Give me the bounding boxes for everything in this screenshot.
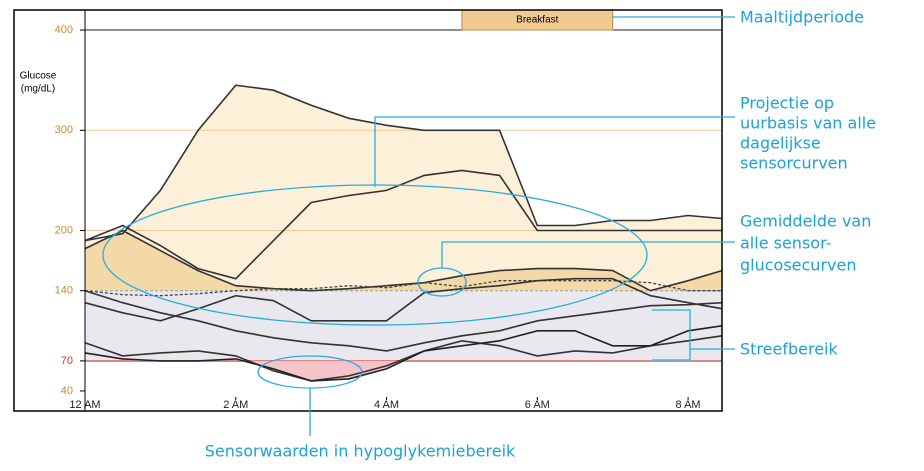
y-label: (mg/dL) (21, 84, 55, 95)
callout-text: Projectie op (740, 94, 834, 113)
callout-text: sensorcurven (740, 154, 848, 173)
target-range (85, 290, 722, 361)
y-label: Glucose (20, 71, 57, 82)
y-tick-label: 400 (55, 24, 73, 36)
y-tick-label: 300 (55, 124, 73, 136)
y-tick-label: 40 (61, 385, 73, 397)
meal-label: Breakfast (516, 15, 558, 26)
x-tick-label: 2 AM (223, 399, 248, 411)
sensor-line (84, 229, 723, 292)
projection-area (85, 230, 722, 291)
frame (13, 9, 723, 412)
callout-text: uurbasis van alle (740, 114, 876, 133)
x-tick-label: 6 AM (525, 399, 550, 411)
sensor-line (84, 277, 723, 322)
callout-text: Maaltijdperiode (740, 8, 864, 27)
callout-bracket (652, 309, 691, 361)
x-tick-label: 8 AM (676, 399, 701, 411)
x-tick-label: 4 AM (374, 399, 399, 411)
projection-area (85, 85, 722, 291)
callout-text: alle sensor- (740, 234, 831, 253)
sensor-line (84, 335, 723, 382)
callout-text: dagelijkse (740, 134, 821, 153)
callout-text: Streefbereik (740, 340, 838, 359)
sensor-line (84, 289, 723, 352)
y-tick-label: 200 (55, 224, 73, 236)
callout-text: Gemiddelde van (740, 212, 871, 231)
sensor-line (84, 325, 723, 382)
callout-text: glucosecurven (740, 256, 856, 275)
callout-line (374, 116, 735, 187)
callout-text: Sensorwaarden in hypoglykemiebereik (205, 442, 516, 461)
sensor-line (84, 84, 723, 242)
sensor-line (84, 169, 722, 280)
callout-line (441, 241, 735, 268)
y-tick-label: 140 (55, 285, 73, 297)
y-tick-label: 70 (61, 355, 73, 367)
